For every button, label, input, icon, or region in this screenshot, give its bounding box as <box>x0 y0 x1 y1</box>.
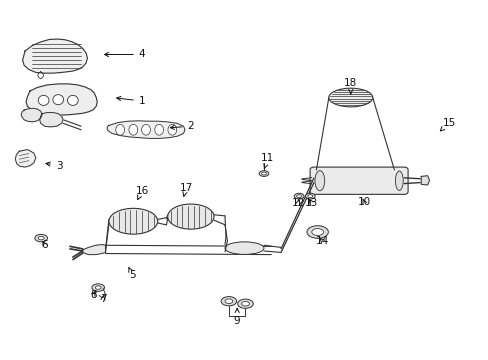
Polygon shape <box>40 113 63 127</box>
Ellipse shape <box>305 193 315 199</box>
Text: 7: 7 <box>100 294 106 304</box>
Text: 1: 1 <box>117 96 145 106</box>
Polygon shape <box>107 121 184 138</box>
Text: 12: 12 <box>291 198 304 208</box>
Text: 8: 8 <box>90 290 97 300</box>
Ellipse shape <box>328 88 372 107</box>
Ellipse shape <box>296 195 301 198</box>
Ellipse shape <box>167 204 214 229</box>
Text: 5: 5 <box>128 267 135 280</box>
Text: 13: 13 <box>305 198 318 208</box>
Polygon shape <box>22 39 87 73</box>
Text: 15: 15 <box>439 118 455 131</box>
Ellipse shape <box>307 195 312 198</box>
Ellipse shape <box>92 284 104 291</box>
Ellipse shape <box>95 286 101 289</box>
Text: 16: 16 <box>135 186 148 199</box>
Polygon shape <box>21 108 42 122</box>
Ellipse shape <box>259 171 268 176</box>
Ellipse shape <box>395 171 403 190</box>
Text: 10: 10 <box>357 197 370 207</box>
Text: 14: 14 <box>315 236 328 246</box>
Ellipse shape <box>38 237 44 240</box>
Ellipse shape <box>129 125 138 135</box>
Ellipse shape <box>311 229 323 235</box>
Ellipse shape <box>167 125 176 135</box>
Text: 2: 2 <box>170 121 194 131</box>
Ellipse shape <box>53 95 63 105</box>
Ellipse shape <box>237 299 253 308</box>
Polygon shape <box>15 149 36 167</box>
Text: 4: 4 <box>104 49 145 59</box>
Ellipse shape <box>224 242 264 255</box>
Text: 18: 18 <box>344 78 357 94</box>
Polygon shape <box>420 176 428 185</box>
Ellipse shape <box>109 208 158 234</box>
Ellipse shape <box>261 172 266 175</box>
Text: 11: 11 <box>261 153 274 169</box>
Ellipse shape <box>314 171 324 191</box>
Ellipse shape <box>35 234 47 242</box>
Ellipse shape <box>155 125 163 135</box>
Ellipse shape <box>224 299 232 303</box>
Ellipse shape <box>67 95 78 105</box>
Text: 6: 6 <box>41 239 48 249</box>
Ellipse shape <box>221 297 236 306</box>
Ellipse shape <box>306 226 328 238</box>
Ellipse shape <box>294 193 304 199</box>
Ellipse shape <box>142 125 150 135</box>
Text: 9: 9 <box>233 309 240 325</box>
FancyBboxPatch shape <box>309 167 407 194</box>
Ellipse shape <box>116 125 124 135</box>
Ellipse shape <box>38 95 49 105</box>
Polygon shape <box>82 244 105 255</box>
Text: 3: 3 <box>46 161 62 171</box>
Ellipse shape <box>241 301 249 306</box>
Text: 17: 17 <box>179 183 192 196</box>
Polygon shape <box>26 84 97 115</box>
